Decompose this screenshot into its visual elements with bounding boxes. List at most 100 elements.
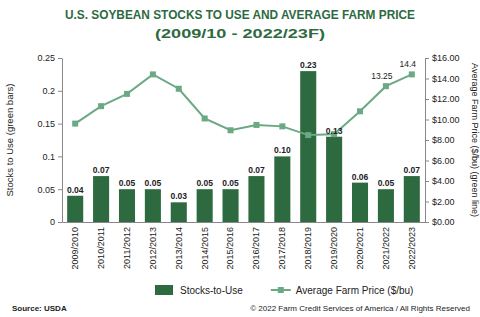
legend-marker <box>278 287 284 293</box>
y2-tick-mark <box>425 202 429 203</box>
y2-tick: $2.00 <box>425 197 455 207</box>
bar <box>223 189 239 222</box>
x-tick: 2012/2013 <box>148 222 158 270</box>
y2-tick: $10.00 <box>425 115 460 125</box>
x-tick-label: 2014/2015 <box>200 227 210 270</box>
source: Source: USDA <box>12 304 67 313</box>
y2-tick-label: $6.00 <box>432 156 455 166</box>
bar <box>197 189 213 222</box>
bar <box>352 183 368 222</box>
bar-label: 0.03 <box>170 191 187 201</box>
bar-label: 0.05 <box>378 178 395 188</box>
y-tick: 0.25 <box>37 53 62 63</box>
x-tick-label: 2021/2022 <box>381 227 391 270</box>
line-marker <box>202 115 208 121</box>
bar <box>248 176 264 222</box>
y-tick: 0.2 <box>42 86 62 96</box>
x-tick-label: 2009/2010 <box>70 227 80 270</box>
y-tick-label: 0 <box>50 217 55 227</box>
bar-label: 0.05 <box>222 178 239 188</box>
y2-tick: $14.00 <box>425 74 460 84</box>
y-tick-mark <box>58 222 62 223</box>
subtitle: (2009/10 - 2022/23F) <box>155 26 325 41</box>
line-marker <box>72 121 78 127</box>
y2-tick-mark <box>425 181 429 182</box>
x-tick: 2019/2020 <box>329 222 339 270</box>
y-tick-label: 0.1 <box>42 152 55 162</box>
y2-tick-label: $4.00 <box>432 176 455 186</box>
x-tick: 2009/2010 <box>70 222 80 270</box>
line-marker <box>409 71 415 77</box>
x-tick-label: 2012/2013 <box>148 227 158 270</box>
y-tick-mark <box>58 189 62 190</box>
bar-label: 0.07 <box>404 165 421 175</box>
line-marker <box>176 86 182 92</box>
bar-label: 0.07 <box>93 165 110 175</box>
chart-container: U.S. SOYBEAN STOCKS TO USE AND AVERAGE F… <box>0 0 480 317</box>
bar-label: 0.04 <box>67 185 84 195</box>
y-tick-label: 0.2 <box>42 86 55 96</box>
title: U.S. SOYBEAN STOCKS TO USE AND AVERAGE F… <box>65 7 415 22</box>
y2-tick-label: $10.00 <box>432 115 460 125</box>
bar-label: 0.10 <box>274 145 291 155</box>
bar-label: 0.05 <box>119 178 136 188</box>
y-tick-label: 0.05 <box>37 185 55 195</box>
bar <box>93 176 109 222</box>
y2-tick-mark <box>425 58 429 59</box>
legend-label: Stocks-to-Use <box>180 285 243 296</box>
x-tick: 2020/2021 <box>355 222 365 270</box>
y2-tick-label: $16.00 <box>432 53 460 63</box>
line-marker <box>98 103 104 109</box>
y-tick-label: 0.25 <box>37 53 55 63</box>
line-label: 13.25 <box>371 71 393 81</box>
bar-label: 0.23 <box>300 60 317 70</box>
x-tick-label: 2020/2021 <box>355 227 365 270</box>
y2-tick: $4.00 <box>425 176 455 186</box>
bar-label: 0.06 <box>352 172 369 182</box>
x-tick-label: 2010/2011 <box>96 227 106 269</box>
legend-swatch <box>155 285 173 295</box>
line-marker <box>383 83 389 89</box>
line-marker <box>228 127 234 133</box>
y-tick: 0.1 <box>42 152 62 162</box>
y-tick: 0.05 <box>37 185 62 195</box>
bar <box>119 189 135 222</box>
x-axis-line <box>63 222 426 223</box>
copyright: © 2022 Farm Credit Services of America /… <box>250 304 470 313</box>
y2-tick-label: $12.00 <box>432 94 460 104</box>
x-tick: 2021/2022 <box>381 222 391 270</box>
bar <box>274 156 290 222</box>
legend-item: Average Farm Price ($/bu) <box>271 285 414 296</box>
plot: 00.050.10.150.20.25$0.00$2.00$4.00$6.00$… <box>37 53 459 269</box>
y2-tick-label: $8.00 <box>432 135 455 145</box>
x-tick: 2018/2019 <box>303 222 313 270</box>
legend-label: Average Farm Price ($/bu) <box>296 285 414 296</box>
x-axis: 2009/2010 2010/2011 2011/2012 2012/2013 2013… <box>63 222 426 270</box>
x-tick: 2022/2023 <box>407 222 417 270</box>
y-tick-mark <box>58 58 62 59</box>
x-tick-label: 2011/2012 <box>122 227 132 269</box>
x-tick: 2015/2016 <box>225 222 235 270</box>
line-marker <box>279 123 285 129</box>
y-axis-title: Stocks to Use (green bars) <box>4 84 15 197</box>
x-tick-label: 2019/2020 <box>329 227 339 270</box>
y-tick: 0 <box>50 217 62 227</box>
marks <box>67 71 420 222</box>
x-tick-label: 2015/2016 <box>225 227 235 270</box>
y2-tick: $8.00 <box>425 135 455 145</box>
bar-label: 0.13 <box>326 126 343 136</box>
bar <box>404 176 420 222</box>
y2-tick-label: $2.00 <box>432 197 455 207</box>
x-tick-label: 2022/2023 <box>407 227 417 270</box>
y-axis-line <box>62 59 63 223</box>
legend-item: Stocks-to-Use <box>155 285 243 296</box>
x-tick: 2010/2011 <box>96 222 106 269</box>
x-tick: 2014/2015 <box>200 222 210 270</box>
line-marker <box>124 91 130 97</box>
x-tick-label: 2013/2014 <box>174 227 184 270</box>
line-marker <box>150 71 156 77</box>
line-label: 14.4 <box>400 59 417 69</box>
x-tick: 2011/2012 <box>122 222 132 269</box>
y2-tick-mark <box>425 99 429 100</box>
bar-label: 0.07 <box>248 165 265 175</box>
